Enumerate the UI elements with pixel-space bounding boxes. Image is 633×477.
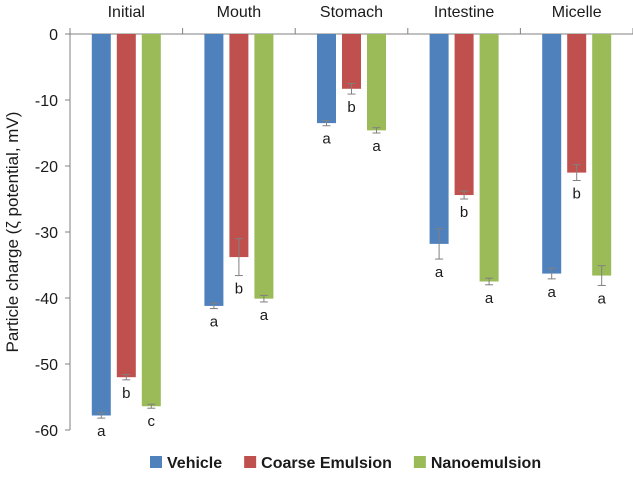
significance-letter: c bbox=[148, 413, 156, 430]
legend-label: Coarse Emulsion bbox=[261, 455, 392, 472]
category-label: Mouth bbox=[217, 4, 261, 21]
bar bbox=[479, 34, 499, 282]
series-vehicle: a a a a a bbox=[91, 34, 562, 440]
bar bbox=[141, 34, 161, 407]
significance-letter: a bbox=[485, 290, 494, 307]
bar bbox=[229, 34, 249, 258]
significance-letter: a bbox=[97, 423, 106, 440]
legend-swatch bbox=[150, 456, 162, 468]
significance-letter: a bbox=[372, 138, 381, 155]
y-tick-label: -40 bbox=[35, 291, 58, 308]
bar bbox=[342, 34, 361, 89]
category-labels: Initial Mouth Stomach Intestine Micelle bbox=[69, 4, 633, 34]
y-tick-label: -60 bbox=[35, 423, 58, 440]
category-label: Intestine bbox=[434, 4, 495, 21]
bar bbox=[592, 34, 612, 276]
category-label: Micelle bbox=[552, 4, 602, 21]
significance-letter: b bbox=[122, 385, 130, 402]
y-axis-label: Particle charge (ζ potential, mV) bbox=[3, 112, 22, 353]
y-tick-label: 0 bbox=[49, 27, 58, 44]
legend-swatch bbox=[413, 456, 426, 468]
bar bbox=[429, 34, 449, 244]
bar bbox=[91, 34, 111, 416]
legend-item: Coarse Emulsion bbox=[244, 455, 392, 472]
significance-letter: a bbox=[260, 307, 269, 324]
significance-letter: a bbox=[598, 290, 607, 307]
bar bbox=[116, 34, 136, 378]
series-nanoemulsion: c a a a a bbox=[141, 34, 612, 430]
bar bbox=[542, 34, 562, 274]
legend: Vehicle Coarse Emulsion Nanoemulsion bbox=[150, 455, 541, 472]
bar bbox=[567, 34, 587, 173]
y-axis: 0 -10 -20 -30 -40 -50 -60 bbox=[35, 27, 70, 440]
significance-letter: a bbox=[210, 314, 219, 331]
legend-item: Nanoemulsion bbox=[413, 455, 541, 472]
significance-letter: a bbox=[548, 284, 557, 301]
bar bbox=[454, 34, 474, 196]
bar bbox=[317, 34, 336, 124]
category-label: Initial bbox=[108, 4, 145, 21]
legend-item: Vehicle bbox=[150, 455, 222, 472]
significance-letter: a bbox=[322, 131, 331, 148]
legend-label: Vehicle bbox=[167, 455, 222, 472]
significance-letter: b bbox=[573, 186, 581, 203]
bar bbox=[204, 34, 224, 306]
significance-letter: b bbox=[235, 281, 243, 298]
legend-swatch bbox=[244, 456, 257, 468]
significance-letter: b bbox=[460, 204, 468, 221]
bar bbox=[367, 34, 386, 131]
y-tick-label: -10 bbox=[35, 93, 58, 110]
legend-label: Nanoemulsion bbox=[431, 455, 541, 472]
significance-letter: b bbox=[347, 99, 355, 116]
bar bbox=[254, 34, 274, 299]
series-coarse-emulsion: b b b b b bbox=[116, 34, 587, 402]
y-tick-label: -20 bbox=[35, 159, 58, 176]
y-tick-label: -50 bbox=[35, 357, 58, 374]
y-tick-label: -30 bbox=[35, 225, 58, 242]
category-label: Stomach bbox=[320, 4, 383, 21]
significance-letter: a bbox=[435, 264, 444, 281]
